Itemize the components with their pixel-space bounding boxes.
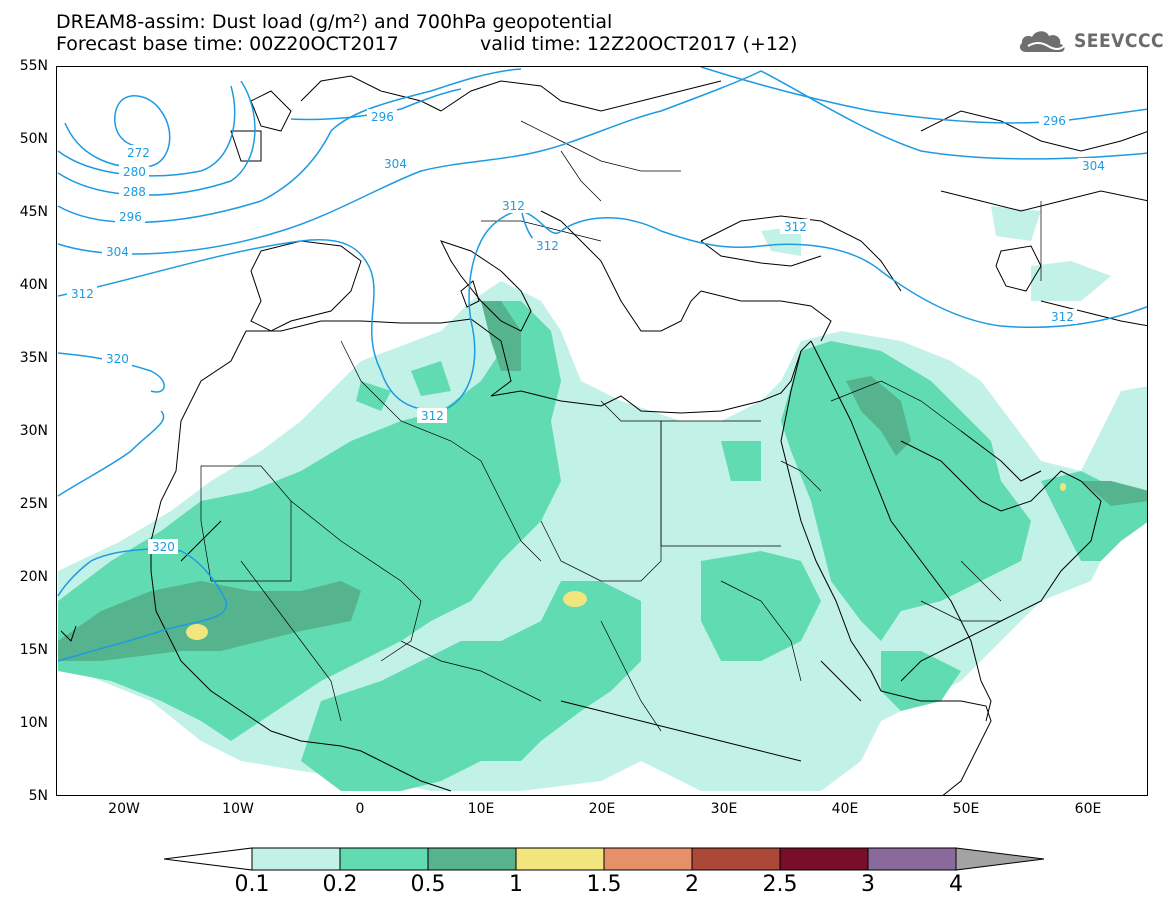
contour-label: 312: [421, 409, 444, 423]
contour-label: 304: [106, 245, 129, 259]
lon-label: 40E: [831, 801, 859, 817]
logo-text: SEEVCCC: [1074, 30, 1165, 52]
cloud-icon: [1019, 31, 1065, 52]
dust-level-1: [186, 483, 1066, 640]
lon-label: 50E: [952, 801, 980, 817]
colorbar-cell: [955, 847, 1044, 871]
lon-label: 0: [355, 801, 365, 817]
lat-label: 15N: [19, 642, 48, 658]
colorbar-cell: [515, 847, 605, 871]
colorbar-cell: [691, 847, 781, 871]
lat-label: 50N: [19, 131, 48, 147]
title-line-1: DREAM8-assim: Dust load (g/m²) and 700hP…: [56, 11, 613, 33]
title-line-2: Forecast base time: 00Z20OCT2017 valid ti…: [56, 33, 797, 55]
contour-label: 312: [784, 220, 807, 234]
colorbar-cell: [603, 847, 693, 871]
colorbar-cell: [779, 847, 869, 871]
contour-label: 304: [1082, 159, 1105, 173]
colorbar-label: 2: [685, 872, 699, 897]
lat-label: 35N: [19, 350, 48, 366]
contour-label: 288: [123, 185, 146, 199]
lon-label: 10E: [467, 801, 495, 817]
colorbar-label: 0.2: [322, 872, 358, 897]
colorbar-label: 1: [509, 872, 523, 897]
colorbar-cell: [427, 847, 517, 871]
contour-label: 312: [536, 239, 559, 253]
colorbar-label: 0.1: [234, 872, 270, 897]
contour-label: 296: [119, 210, 142, 224]
coastlines: [60, 75, 1147, 795]
seevccc-logo: SEEVCCC: [1018, 26, 1164, 56]
base-time: Forecast base time: 00Z20OCT2017: [56, 33, 399, 55]
colorbar-cell: [251, 847, 341, 871]
colorbar-cell: [164, 847, 253, 871]
colorbar-label: 4: [949, 872, 963, 897]
lat-label: 30N: [19, 423, 48, 439]
lat-label: 40N: [19, 277, 48, 293]
lat-label: 5N: [28, 788, 48, 804]
lon-label: 60E: [1074, 801, 1102, 817]
lon-label: 10W: [222, 801, 254, 817]
valid-time: valid time: 12Z20OCT2017 (+12): [480, 33, 798, 55]
lat-label: 45N: [19, 204, 48, 220]
colorbar-label: 3: [861, 872, 875, 897]
colorbar-cell: [867, 847, 957, 871]
colorbar-cell: [339, 847, 429, 871]
country-borders: [200, 120, 1042, 732]
geopotential-contours: [57, 67, 1147, 662]
contour-label: 312: [502, 199, 525, 213]
contour-label: 312: [71, 287, 94, 301]
contour-label: 296: [371, 110, 394, 124]
contour-label: 304: [384, 157, 407, 171]
contour-label: 312: [1051, 310, 1074, 324]
colorbar-label: 2.5: [762, 872, 798, 897]
lat-label: 20N: [19, 569, 48, 585]
lat-label: 25N: [19, 496, 48, 512]
dust-level-0.5: [58, 301, 1147, 661]
contour-label: 280: [123, 165, 146, 179]
lat-label: 10N: [19, 715, 48, 731]
contour-label: 272: [127, 146, 150, 160]
contour-label: 296: [1043, 114, 1066, 128]
map-panel: 272 280 288 296 304 312 320 296 304 312 …: [56, 66, 1148, 796]
colorbar-label: 0.5: [410, 872, 446, 897]
colorbar-label: 1.5: [586, 872, 622, 897]
colorbar: [164, 847, 1044, 871]
lon-label: 30E: [710, 801, 738, 817]
lon-label: 20W: [108, 801, 140, 817]
lon-label: 20E: [588, 801, 616, 817]
contour-label: 320: [152, 540, 175, 554]
contour-label: 320: [106, 352, 129, 366]
contour-labels: 272 280 288 296 304 312 320 296 304 312 …: [67, 109, 1108, 554]
lat-label: 55N: [19, 58, 48, 74]
